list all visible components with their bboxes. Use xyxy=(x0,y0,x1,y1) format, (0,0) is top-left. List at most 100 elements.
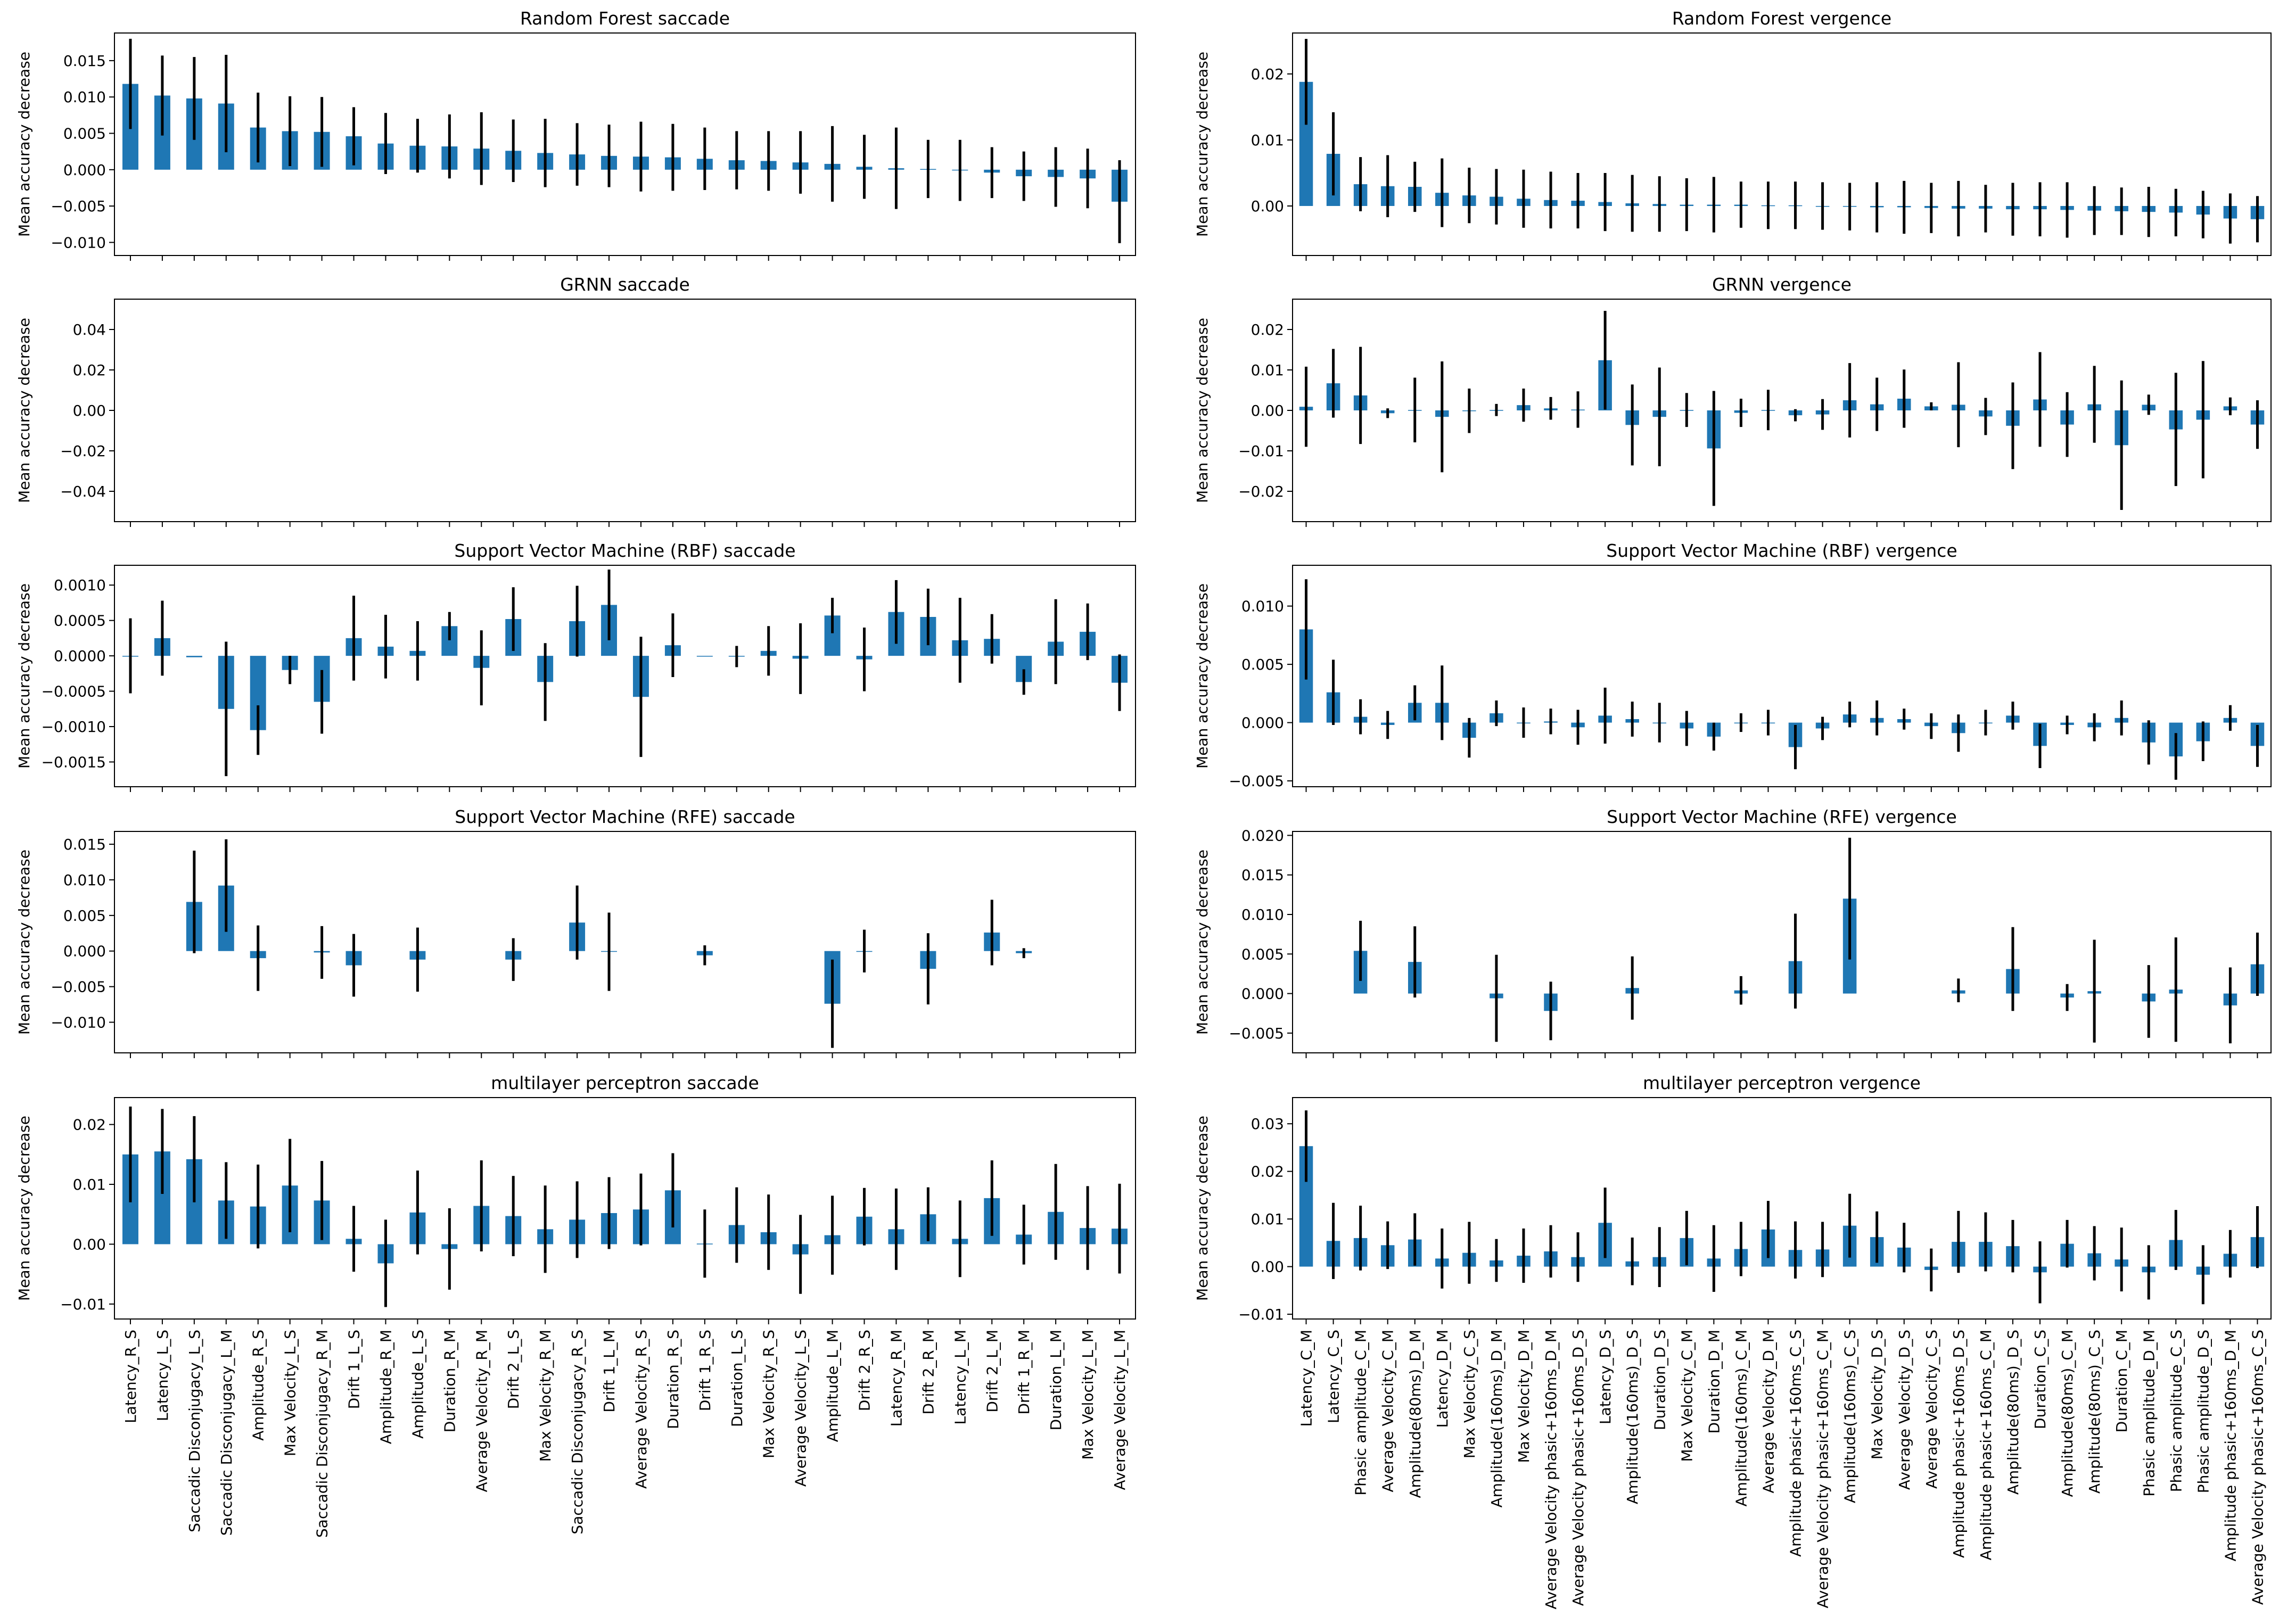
y-tick-label: 0.01 xyxy=(1251,131,1284,149)
y-tick-label: 0.015 xyxy=(63,836,106,853)
plot-frame xyxy=(114,32,1136,256)
plot-frame xyxy=(114,831,1136,1053)
y-axis-label: Mean accuracy decrease xyxy=(1194,52,1211,237)
plot-frame xyxy=(114,565,1136,787)
x-tick-label: Latency_R_S xyxy=(122,1330,139,1423)
x-tick-label: Average Velocity_C_S xyxy=(1923,1330,1940,1489)
chart-panel: multilayer perceptron saccade Mean accura… xyxy=(15,1073,1136,1538)
y-tick-label: 0.010 xyxy=(1241,906,1284,924)
x-tick-label: Drift 1_L_M xyxy=(600,1330,618,1413)
chart-panel: GRNN vergence Mean accuracy decrease −0.02… xyxy=(1194,274,2272,527)
x-tick-label: Duration_C_M xyxy=(2113,1330,2130,1432)
x-tick-label: Amplitude_R_S xyxy=(250,1330,267,1441)
chart-title: Support Vector Machine (RBF) saccade xyxy=(454,540,795,561)
x-tick-label: Saccadic Disconjugacy_L_S xyxy=(186,1330,203,1532)
y-axis-label: Mean accuracy decrease xyxy=(1194,850,1211,1035)
plot-frame xyxy=(1292,565,2272,787)
y-tick-label: 0.04 xyxy=(73,321,106,339)
y-axis-label: Mean accuracy decrease xyxy=(15,52,33,237)
y-tick-label: 0.00 xyxy=(1251,1258,1284,1276)
x-tick-label: Amplitude phasic+160ms_D_M xyxy=(2222,1330,2239,1561)
x-tick-label: Max Velocity_R_S xyxy=(760,1330,778,1458)
x-tick-label: Duration_L_S xyxy=(728,1330,746,1427)
x-tick-label: Amplitude_L_M xyxy=(824,1330,842,1442)
y-tick-label: 0.02 xyxy=(73,1116,106,1134)
x-tick-label: Phasic amplitude_D_S xyxy=(2194,1330,2212,1493)
y-tick-label: −0.01 xyxy=(1238,442,1284,460)
y-axis-label: Mean accuracy decrease xyxy=(1194,1116,1211,1301)
x-tick-label: Latency_C_M xyxy=(1298,1330,1315,1427)
x-tick-label: Average Velocity_L_M xyxy=(1111,1330,1129,1490)
x-tick-label: Latency_C_S xyxy=(1325,1330,1343,1423)
y-tick-label: 0.0005 xyxy=(54,612,106,630)
x-tick-label: Duration_D_S xyxy=(1651,1330,1668,1430)
y-tick-label: 0.020 xyxy=(1241,827,1284,844)
x-tick-label: Max Velocity_R_M xyxy=(537,1330,554,1462)
x-tick-label: Drift 2_L_S xyxy=(505,1330,522,1409)
x-tick-label: Max Velocity_D_M xyxy=(1515,1330,1533,1463)
x-tick-label: Amplitude(80ms)_D_S xyxy=(2004,1330,2022,1495)
x-tick-label: Duration_R_M xyxy=(441,1330,458,1432)
y-tick-label: 0.03 xyxy=(1251,1115,1284,1133)
x-tick-label: Latency_D_S xyxy=(1597,1330,1614,1424)
chart-panel: Support Vector Machine (RBF) saccade Mean… xyxy=(15,540,1136,792)
x-tick-label: Amplitude_L_S xyxy=(409,1330,426,1439)
x-tick-label: Phasic amplitude_D_M xyxy=(2140,1330,2158,1497)
x-tick-label: Duration_R_S xyxy=(664,1330,682,1429)
y-tick-label: 0.02 xyxy=(1251,321,1284,339)
y-tick-label: 0.005 xyxy=(1241,945,1284,963)
y-tick-label: 0.01 xyxy=(1251,1210,1284,1228)
chart-title: Random Forest saccade xyxy=(520,8,730,29)
y-tick-label: −0.010 xyxy=(51,1013,106,1031)
x-tick-label: Max Velocity_D_S xyxy=(1869,1330,1886,1460)
y-tick-label: 0.005 xyxy=(1241,656,1284,673)
y-axis-label: Mean accuracy decrease xyxy=(15,850,33,1035)
y-axis-label: Mean accuracy decrease xyxy=(15,1116,33,1301)
y-tick-label: 0.000 xyxy=(1241,714,1284,732)
y-tick-label: 0.00 xyxy=(1251,402,1284,419)
chart-title: Support Vector Machine (RBF) vergence xyxy=(1606,540,1957,561)
y-tick-label: 0.02 xyxy=(1251,65,1284,83)
y-tick-label: 0.02 xyxy=(1251,1163,1284,1181)
x-tick-label: Average Velocity phasic+160ms_C_M xyxy=(1814,1330,1832,1609)
chart-title: Random Forest vergence xyxy=(1672,8,1891,29)
y-axis-label: Mean accuracy decrease xyxy=(15,318,33,503)
x-tick-label: Average Velocity_D_M xyxy=(1759,1330,1777,1493)
chart-panel: Support Vector Machine (RFE) vergence Mea… xyxy=(1194,806,2272,1058)
x-tick-label: Average Velocity phasic+160ms_C_S xyxy=(2249,1330,2266,1605)
x-tick-label: Amplitude(80ms)_C_S xyxy=(2086,1330,2103,1494)
y-tick-label: −0.010 xyxy=(51,234,106,251)
x-tick-label: Average Velocity_C_M xyxy=(1379,1330,1397,1492)
y-tick-label: 0.015 xyxy=(63,52,106,70)
x-tick-label: Amplitude(80ms)_D_M xyxy=(1406,1330,1424,1498)
x-tick-label: Drift 2_R_S xyxy=(856,1330,874,1411)
y-tick-label: 0.00 xyxy=(73,402,106,419)
y-tick-label: −0.005 xyxy=(1229,772,1284,790)
y-axis-label: Mean accuracy decrease xyxy=(15,583,33,769)
plot-frame xyxy=(1292,831,2272,1053)
x-tick-label: Drift 2_L_M xyxy=(983,1330,1001,1413)
y-tick-label: 0.02 xyxy=(73,361,106,379)
plot-frame xyxy=(1292,299,2272,522)
x-tick-label: Phasic amplitude_C_M xyxy=(1352,1330,1370,1496)
bar xyxy=(696,656,713,657)
x-tick-label: Drift 1_L_S xyxy=(345,1330,363,1409)
x-tick-label: Drift 2_R_M xyxy=(919,1330,937,1415)
x-tick-label: Amplitude(80ms)_C_M xyxy=(2059,1330,2076,1497)
y-tick-label: −0.005 xyxy=(1229,1025,1284,1042)
chart-panel: multilayer perceptron vergence Mean accur… xyxy=(1194,1073,2272,1610)
x-tick-label: Duration_D_M xyxy=(1705,1330,1723,1433)
y-tick-label: 0.0010 xyxy=(54,576,106,594)
x-tick-label: Amplitude phasic+160ms_C_M xyxy=(1977,1330,1995,1560)
x-tick-label: Amplitude(160ms)_C_S xyxy=(1841,1330,1859,1503)
y-tick-label: 0.01 xyxy=(1251,361,1284,379)
x-tick-label: Saccadic Disconjugacy_L_M xyxy=(218,1330,235,1536)
chart-panel: Support Vector Machine (RBF) vergence Mea… xyxy=(1194,540,2272,792)
x-tick-label: Latency_D_M xyxy=(1434,1330,1451,1428)
y-tick-label: 0.005 xyxy=(63,907,106,925)
chart-title: multilayer perceptron saccade xyxy=(491,1073,759,1093)
y-tick-label: −0.0005 xyxy=(42,683,106,700)
x-tick-label: Saccadic Disconjugacy_R_M xyxy=(314,1330,331,1538)
y-tick-label: 0.0000 xyxy=(54,647,106,665)
